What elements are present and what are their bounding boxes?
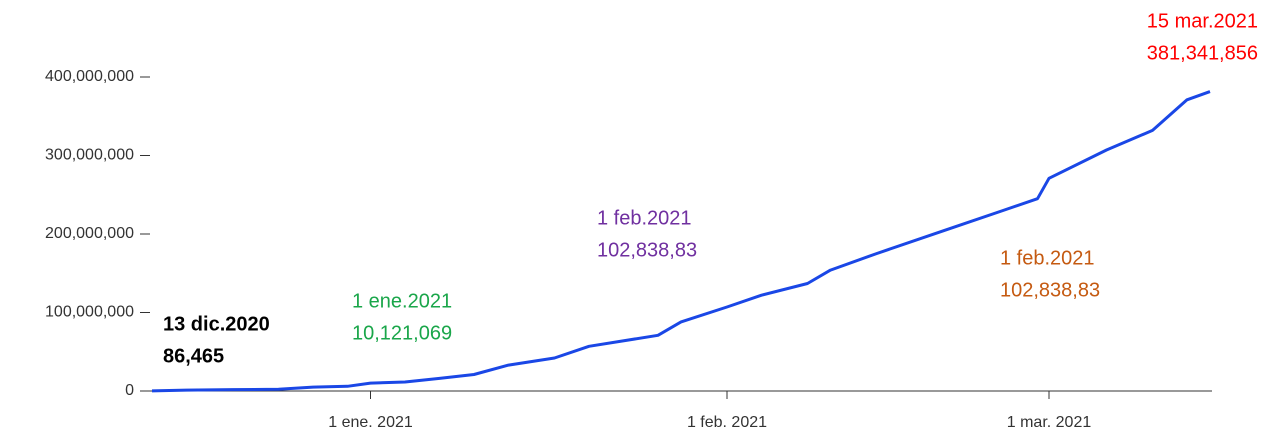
annotation: 15 mar.2021 (1147, 10, 1258, 32)
x-tick-label: 1 feb. 2021 (687, 414, 767, 431)
annotation: 102,838,83 (597, 239, 697, 261)
annotation: 10,121,069 (352, 322, 452, 344)
y-tick-label: 400,000,000 (45, 68, 134, 85)
line (151, 90, 1211, 393)
annotation: 381,341,856 (1147, 42, 1258, 64)
x-tick-label: 1 ene. 2021 (328, 414, 413, 431)
annotation: 13 dic.2020 (163, 313, 270, 335)
x-tick-label: 1 mar. 2021 (1007, 414, 1092, 431)
y-tick-label: 300,000,000 (45, 147, 134, 164)
y-tick-label: 200,000,000 (45, 225, 134, 242)
annotation: 1 feb.2021 (597, 207, 692, 229)
annotation: 86,465 (163, 345, 224, 367)
y-tick-label: 0 (125, 382, 134, 399)
y-tick-label: 100,000,000 (45, 304, 134, 321)
annotation: 102,838,83 (1000, 279, 1100, 301)
annotation: 1 feb.2021 (1000, 247, 1095, 269)
annotation: 1 ene.2021 (352, 290, 452, 312)
